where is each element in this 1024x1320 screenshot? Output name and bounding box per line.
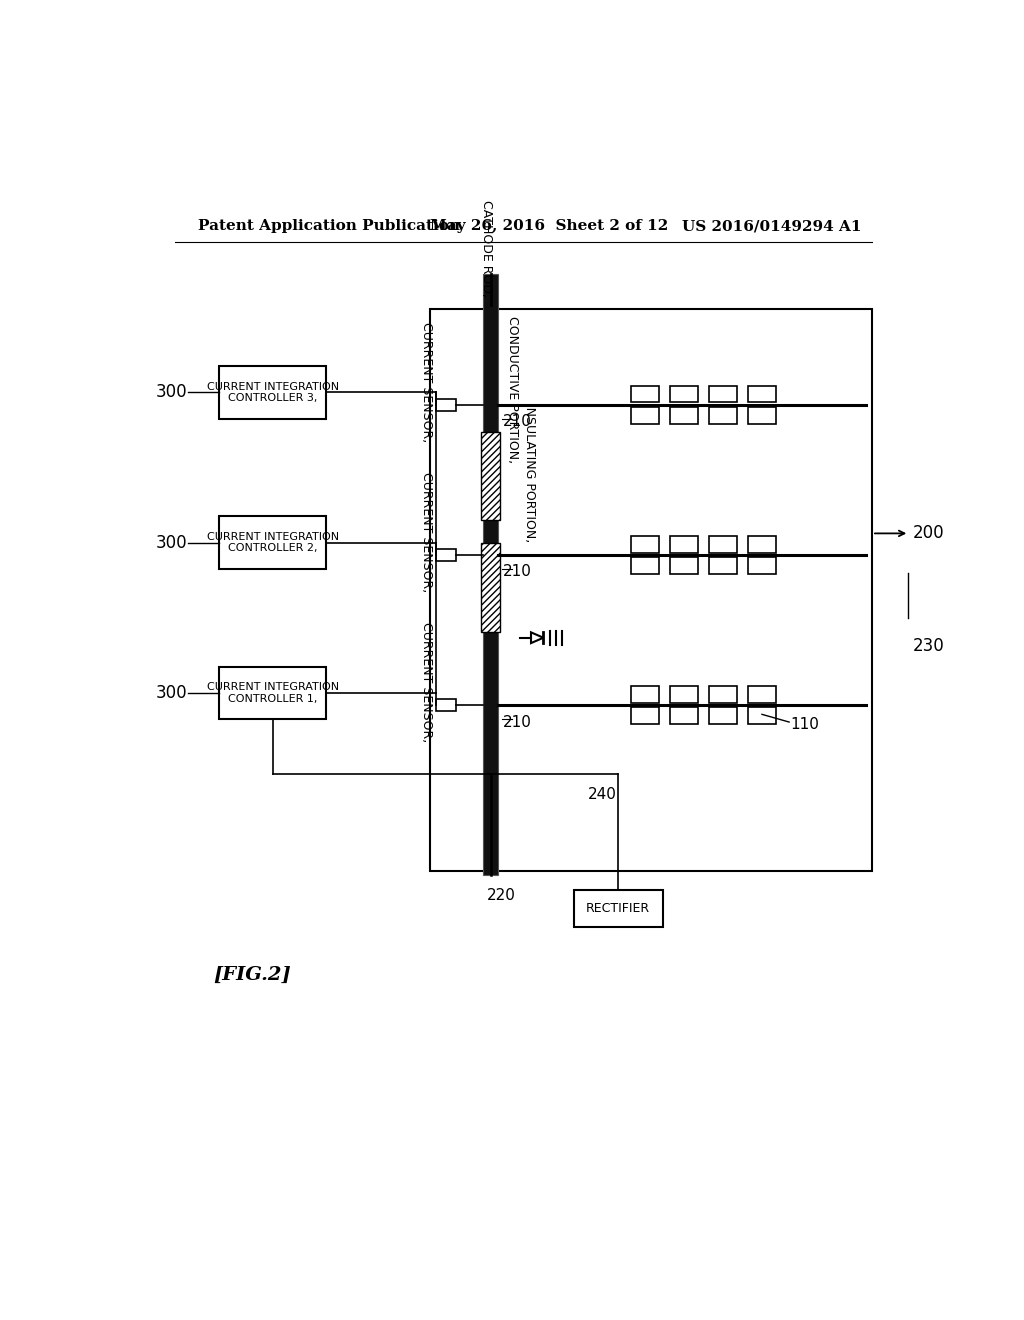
Bar [481, 432, 500, 520]
Bar [483, 275, 499, 874]
Bar [748, 407, 775, 424]
Bar [632, 557, 659, 574]
Text: 220: 220 [486, 888, 516, 903]
Text: 230: 230 [913, 636, 945, 655]
Bar [748, 686, 775, 702]
Bar [430, 309, 872, 871]
Bar [632, 708, 659, 725]
Text: CURRENT SENSOR,: CURRENT SENSOR, [420, 322, 432, 442]
Bar [670, 708, 698, 725]
Text: May 26, 2016  Sheet 2 of 12: May 26, 2016 Sheet 2 of 12 [430, 219, 669, 234]
Bar [709, 686, 736, 702]
Bar [632, 385, 659, 403]
Bar [709, 708, 736, 725]
Text: RECTIFIER: RECTIFIER [586, 902, 650, 915]
Text: CURRENT INTEGRATION
CONTROLLER 1,: CURRENT INTEGRATION CONTROLLER 1, [207, 682, 339, 704]
Bar [435, 399, 456, 411]
Text: 240: 240 [588, 787, 617, 801]
Text: INSULATING PORTION,: INSULATING PORTION, [523, 403, 537, 541]
Bar [481, 544, 500, 632]
Text: CURRENT INTEGRATION
CONTROLLER 2,: CURRENT INTEGRATION CONTROLLER 2, [207, 532, 339, 553]
Text: US 2016/0149294 A1: US 2016/0149294 A1 [682, 219, 861, 234]
Bar [748, 557, 775, 574]
Bar [435, 549, 456, 561]
Bar [632, 686, 659, 702]
Text: CURRENT INTEGRATION
CONTROLLER 3,: CURRENT INTEGRATION CONTROLLER 3, [207, 381, 339, 404]
Bar [573, 890, 663, 927]
Bar [435, 700, 456, 711]
Bar [709, 385, 736, 403]
Bar [748, 708, 775, 725]
Bar [670, 686, 698, 702]
Bar [709, 557, 736, 574]
Text: 210: 210 [503, 565, 532, 579]
Bar [670, 536, 698, 553]
Bar [670, 385, 698, 403]
Text: CATHODE ROD,: CATHODE ROD, [480, 201, 493, 297]
Text: 300: 300 [156, 533, 187, 552]
Bar [670, 557, 698, 574]
Bar [481, 432, 500, 520]
Bar [632, 536, 659, 553]
Bar [483, 275, 499, 874]
Bar [219, 516, 327, 569]
Bar [709, 536, 736, 553]
Text: 210: 210 [503, 714, 532, 730]
Bar [709, 407, 736, 424]
Text: 200: 200 [913, 524, 945, 543]
Text: CURRENT SENSOR,: CURRENT SENSOR, [420, 471, 432, 591]
Bar [670, 407, 698, 424]
Bar [219, 367, 327, 418]
Text: 110: 110 [791, 717, 819, 731]
Bar [219, 667, 327, 719]
Text: Patent Application Publication: Patent Application Publication [198, 219, 460, 234]
Text: 300: 300 [156, 684, 187, 702]
Bar [632, 407, 659, 424]
Text: 300: 300 [156, 384, 187, 401]
Bar [748, 536, 775, 553]
Bar [481, 544, 500, 632]
Text: 210: 210 [503, 414, 532, 429]
Text: CURRENT SENSOR,: CURRENT SENSOR, [420, 622, 432, 742]
Text: [FIG.2]: [FIG.2] [213, 966, 291, 983]
Bar [748, 385, 775, 403]
Text: CONDUCTIVE PORTION,: CONDUCTIVE PORTION, [506, 317, 519, 463]
